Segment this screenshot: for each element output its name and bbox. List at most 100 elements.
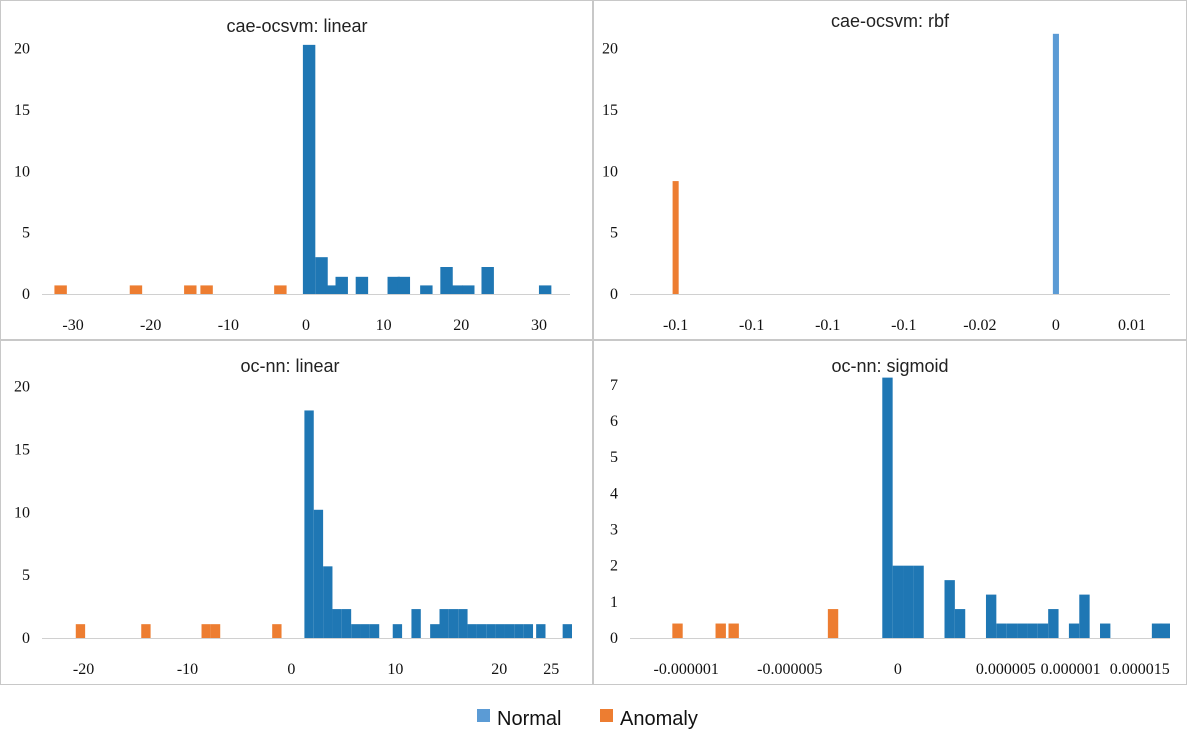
x-tick-label: 20 — [453, 317, 469, 334]
normal-bar — [1052, 33, 1059, 295]
normal-bar — [323, 566, 333, 638]
normal-bar — [1006, 623, 1018, 638]
y-tick-label: 6 — [610, 413, 618, 430]
normal-bar — [996, 623, 1007, 638]
normal-bar — [504, 624, 515, 638]
normal-bar — [397, 276, 411, 294]
y-tick-label: 15 — [14, 441, 30, 458]
legend-label-normal: Normal — [497, 708, 561, 730]
normal-bar — [369, 624, 380, 638]
y-tick-label: 20 — [14, 379, 30, 396]
y-tick-label: 20 — [602, 41, 618, 58]
x-tick-label: 0 — [287, 661, 295, 678]
x-tick-label: -0.02 — [963, 317, 996, 334]
normal-bar — [1017, 623, 1028, 638]
normal-bar — [538, 285, 552, 294]
normal-bar — [1100, 623, 1111, 638]
normal-bar — [481, 267, 494, 294]
normal-bar — [304, 410, 314, 638]
normal-bar — [985, 594, 997, 638]
anomaly-bar — [201, 624, 211, 638]
y-tick-label: 10 — [602, 163, 618, 180]
normal-bar — [458, 609, 468, 638]
x-tick-label: 0 — [894, 661, 902, 678]
x-tick-label: 0.000005 — [976, 661, 1036, 678]
normal-bar — [355, 276, 369, 294]
normal-bar — [341, 609, 352, 638]
chart-panel-2: cae-ocsvm: rbf 0 5 10 15 20 -0.1 -0.1 -0.1 -0.1 -0… — [593, 0, 1187, 340]
x-tick-label: -0.000005 — [757, 661, 822, 678]
anomaly-bar — [54, 285, 67, 294]
x-tick-label: -0.1 — [739, 317, 764, 334]
legend-swatch-normal — [477, 709, 490, 722]
anomaly-bar — [184, 285, 197, 294]
chart-panel-4: oc-nn: sigmoid 0 1 2 3 4 5 6 7 -0.000001 -0.000005… — [593, 340, 1187, 685]
y-tick-label: 15 — [602, 102, 618, 119]
y-tick-label: 15 — [14, 102, 30, 119]
x-tick-label: 20 — [491, 661, 507, 678]
normal-bar — [360, 624, 370, 638]
chart-title: cae-ocsvm: rbf — [831, 11, 950, 31]
x-tick-label: -0.1 — [891, 317, 916, 334]
normal-bar — [450, 285, 463, 294]
x-tick-label: -10 — [218, 317, 239, 334]
normal-bar — [944, 580, 955, 638]
y-tick-label: 5 — [22, 567, 30, 584]
y-tick-label: 4 — [610, 485, 618, 502]
anomaly-bar — [200, 285, 213, 294]
anomaly-bar — [672, 623, 683, 638]
normal-bar — [392, 624, 403, 638]
normal-bar — [1151, 623, 1163, 638]
anomaly-bar — [728, 623, 739, 638]
y-tick-label: 1 — [610, 594, 618, 611]
y-tick-label: 0 — [22, 286, 30, 303]
x-tick-label: -20 — [73, 661, 94, 678]
normal-bar — [882, 377, 893, 638]
legend-label-anomaly: Anomaly — [620, 708, 698, 730]
x-tick-label: -0.1 — [663, 317, 688, 334]
x-tick-label: -10 — [177, 661, 198, 678]
normal-bar — [351, 624, 361, 638]
normal-bar — [315, 257, 328, 294]
x-tick-label: 10 — [376, 317, 392, 334]
anomaly-bar — [210, 624, 221, 638]
x-tick-label: -0.1 — [815, 317, 840, 334]
x-tick-label: -0.000001 — [653, 661, 718, 678]
normal-bar — [313, 509, 324, 638]
normal-bar — [411, 609, 421, 638]
normal-bar — [1079, 594, 1090, 638]
y-tick-label: 20 — [14, 41, 30, 58]
normal-bar — [1159, 623, 1170, 638]
anomaly-bar — [75, 624, 86, 638]
normal-bar — [495, 624, 505, 638]
y-tick-label: 5 — [22, 225, 30, 242]
normal-bar — [523, 624, 534, 638]
chart-title: oc-nn: linear — [240, 356, 339, 376]
chart-title: cae-ocsvm: linear — [226, 16, 367, 36]
y-tick-label: 0 — [22, 630, 30, 647]
normal-bar — [514, 624, 524, 638]
anomaly-bar — [274, 285, 287, 294]
y-tick-label: 0 — [610, 286, 618, 303]
normal-bar — [439, 609, 449, 638]
anomaly-bar — [715, 623, 726, 638]
x-tick-label: 0.000001 — [1041, 661, 1101, 678]
normal-bar — [1027, 623, 1038, 638]
y-tick-label: 5 — [610, 449, 618, 466]
normal-bar — [562, 624, 572, 638]
y-tick-label: 2 — [610, 558, 618, 575]
panel-frame — [0, 0, 593, 340]
y-tick-label: 10 — [14, 504, 30, 521]
x-tick-label: 25 — [543, 661, 559, 678]
normal-bar — [440, 267, 453, 294]
anomaly-bar — [141, 624, 151, 638]
normal-bar — [1068, 623, 1080, 638]
y-tick-label: 7 — [610, 377, 618, 394]
normal-bar — [332, 609, 342, 638]
normal-bar — [387, 276, 400, 294]
normal-bar — [954, 609, 966, 638]
legend: Normal Anomaly — [477, 708, 698, 730]
normal-bar — [913, 565, 924, 638]
